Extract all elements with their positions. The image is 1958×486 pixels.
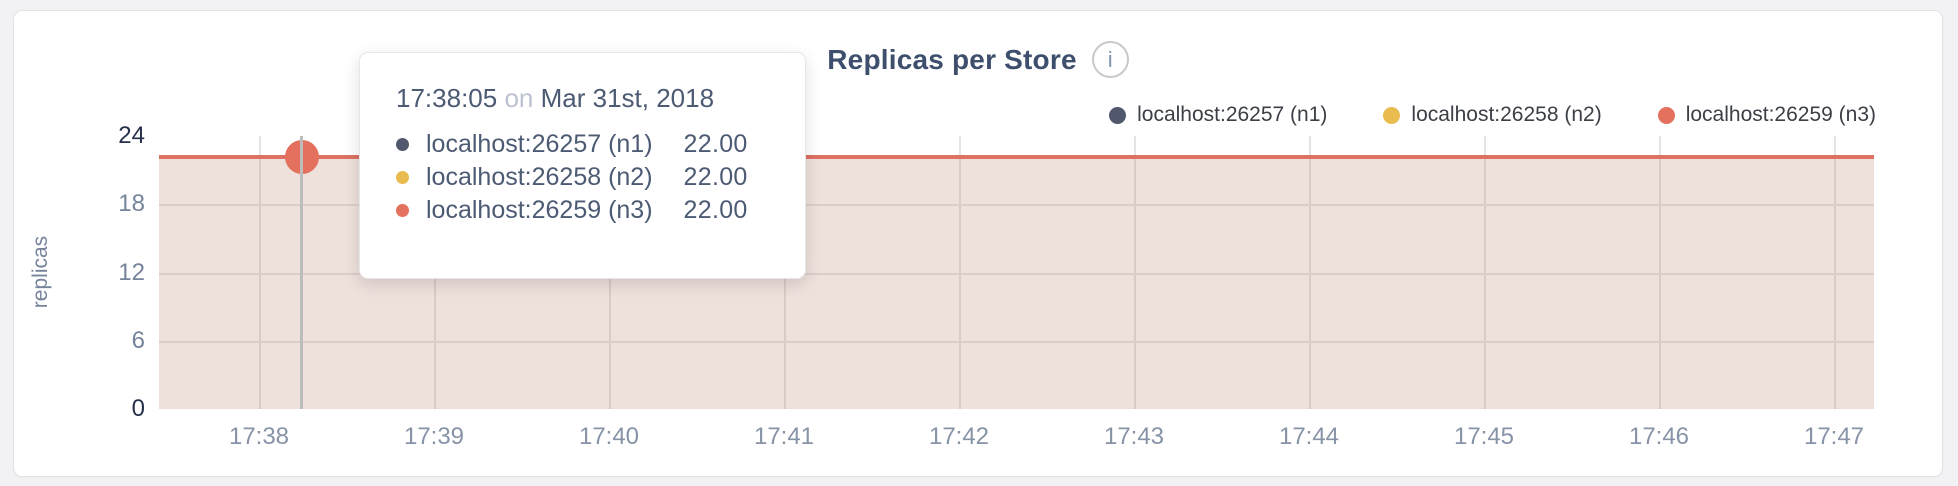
- chart-title-row: Replicas per Store i: [14, 41, 1942, 78]
- x-tick-label: 17:43: [1103, 423, 1165, 450]
- tooltip-series-dot-icon: [396, 204, 409, 217]
- x-tick-label: 17:42: [928, 423, 990, 450]
- tooltip-row: localhost:26257 (n1) 22.00: [396, 128, 805, 161]
- y-tick-label: 18: [118, 190, 145, 218]
- tooltip-timestamp: 17:38:05 on Mar 31st, 2018: [396, 83, 805, 114]
- series-line: [159, 155, 1874, 159]
- info-icon[interactable]: i: [1091, 41, 1129, 78]
- legend-label: localhost:26259 (n3): [1685, 103, 1876, 126]
- y-tick-label: 12: [118, 258, 145, 286]
- x-tick-label: 17:41: [753, 423, 815, 450]
- y-axis-title: replicas: [29, 235, 52, 309]
- legend-dot-icon: [1109, 106, 1127, 124]
- chart-panel: Replicas per Store i localhost:26257 (n1…: [13, 10, 1943, 477]
- y-tick-label: 6: [131, 326, 145, 354]
- tooltip-row: localhost:26258 (n2) 22.00: [396, 161, 805, 194]
- tooltip-series-dot-icon: [396, 171, 409, 184]
- tooltip-series-value: 22.00: [683, 196, 748, 224]
- tooltip-series-dot-icon: [396, 138, 409, 151]
- legend-item[interactable]: localhost:26258 (n2): [1383, 103, 1602, 127]
- x-tick-label: 17:39: [403, 423, 465, 450]
- tooltip-date: Mar 31st, 2018: [540, 83, 715, 113]
- y-tick-label: 24: [118, 122, 145, 149]
- legend-item[interactable]: localhost:26259 (n3): [1657, 103, 1876, 127]
- tooltip-rows: localhost:26257 (n1) 22.00 localhost:26258…: [396, 128, 805, 227]
- x-tick-label: 17:38: [228, 423, 290, 450]
- tooltip-series-label: localhost:26258 (n2): [426, 163, 653, 191]
- legend-dot-icon: [1383, 106, 1401, 124]
- hover-tooltip: 17:38:05 on Mar 31st, 2018 localhost:262…: [359, 52, 806, 279]
- hover-crosshair-line: [300, 136, 303, 409]
- legend-label: localhost:26257 (n1): [1137, 103, 1328, 126]
- tooltip-row: localhost:26259 (n3) 22.00: [396, 194, 805, 227]
- x-tick-label: 17:40: [578, 423, 640, 450]
- x-tick-label: 17:47: [1803, 423, 1865, 450]
- tooltip-series-label: localhost:26257 (n1): [426, 130, 653, 158]
- horizontal-gridline: [159, 340, 1874, 343]
- legend: localhost:26257 (n1) localhost:26258 (n2)…: [1109, 103, 1876, 127]
- x-tick-label: 17:44: [1278, 423, 1340, 450]
- legend-item[interactable]: localhost:26257 (n1): [1109, 103, 1327, 127]
- tooltip-on-word: on: [504, 83, 534, 113]
- tooltip-series-label: localhost:26259 (n3): [426, 196, 653, 224]
- legend-label: localhost:26258 (n2): [1411, 103, 1602, 126]
- y-tick-label: 0: [131, 395, 145, 422]
- x-tick-label: 17:45: [1453, 423, 1515, 450]
- legend-dot-icon: [1657, 106, 1675, 124]
- tooltip-series-value: 22.00: [683, 130, 748, 158]
- tooltip-time: 17:38:05: [396, 83, 498, 113]
- horizontal-gridline: [159, 204, 1874, 207]
- tooltip-series-value: 22.00: [683, 163, 748, 191]
- chart-title: Replicas per Store: [827, 43, 1077, 75]
- horizontal-gridline: [159, 272, 1874, 275]
- x-tick-label: 17:46: [1628, 423, 1690, 450]
